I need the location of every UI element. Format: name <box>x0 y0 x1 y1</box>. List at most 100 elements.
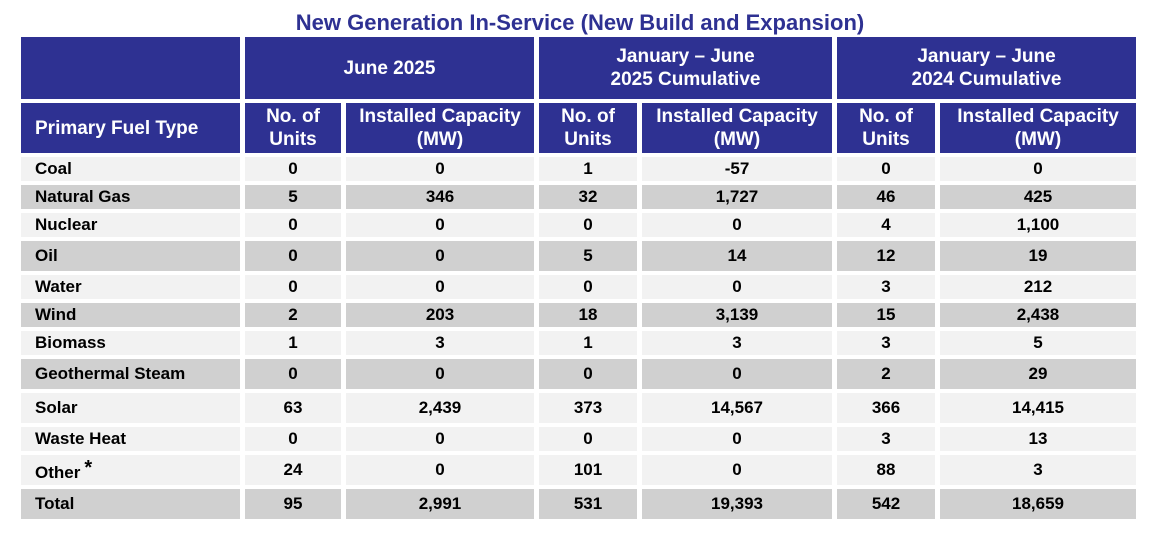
capacity-cell: 19 <box>940 241 1136 271</box>
group-header-jan-jun-2024: January – June 2024 Cumulative <box>837 37 1136 99</box>
capacity-cell: 14,415 <box>940 393 1136 423</box>
units-cell: 88 <box>837 455 935 485</box>
capacity-cell: 1,100 <box>940 213 1136 237</box>
fuel-type-label: Other <box>35 462 81 482</box>
units-header: No. of Units <box>539 103 637 153</box>
units-cell: 1 <box>245 331 341 355</box>
units-cell: 32 <box>539 185 637 209</box>
capacity-cell: 13 <box>940 427 1136 451</box>
fuel-type-label: Waste Heat <box>35 429 127 448</box>
table-title: New Generation In-Service (New Build and… <box>295 10 865 35</box>
units-header: No. of Units <box>837 103 935 153</box>
header-blank-cell <box>21 37 240 99</box>
fuel-type-label: Total <box>35 494 75 513</box>
capacity-cell: 0 <box>346 241 534 271</box>
capacity-cell: 0 <box>346 455 534 485</box>
capacity-cell: -57 <box>642 157 832 181</box>
capacity-cell: 19,393 <box>642 489 832 519</box>
capacity-cell: 0 <box>346 275 534 299</box>
table-row: Biomass 1 3 1 3 3 5 <box>21 331 1136 355</box>
capacity-cell: 425 <box>940 185 1136 209</box>
fuel-type-label: Biomass <box>35 333 106 352</box>
capacity-cell: 5 <box>940 331 1136 355</box>
units-cell: 0 <box>245 157 341 181</box>
capacity-cell: 3 <box>940 455 1136 485</box>
capacity-cell: 3 <box>346 331 534 355</box>
footnote-asterisk: * <box>84 456 93 479</box>
units-cell: 1 <box>539 157 637 181</box>
capacity-cell: 212 <box>940 275 1136 299</box>
capacity-cell: 2,991 <box>346 489 534 519</box>
table-row: Oil 0 0 5 14 12 19 <box>21 241 1136 271</box>
capacity-cell: 0 <box>642 455 832 485</box>
units-cell: 5 <box>539 241 637 271</box>
units-cell: 0 <box>245 359 341 389</box>
units-cell: 366 <box>837 393 935 423</box>
fuel-type-header: Primary Fuel Type <box>21 103 240 153</box>
fuel-type-label: Solar <box>35 398 78 417</box>
capacity-cell: 3,139 <box>642 303 832 327</box>
units-cell: 1 <box>539 331 637 355</box>
units-cell: 2 <box>837 359 935 389</box>
table-row: Waste Heat 0 0 0 0 3 13 <box>21 427 1136 451</box>
units-cell: 0 <box>245 213 341 237</box>
units-cell: 63 <box>245 393 341 423</box>
units-cell: 101 <box>539 455 637 485</box>
table-body: Coal 0 0 1 -57 0 0 Natural Gas 5 346 32 1,727 46 425 N… <box>21 157 1136 519</box>
units-cell: 0 <box>539 213 637 237</box>
capacity-cell: 0 <box>346 427 534 451</box>
table-row: Total 95 2,991 531 19,393 542 18,659 <box>21 489 1136 519</box>
capacity-cell: 29 <box>940 359 1136 389</box>
fuel-type-label: Natural Gas <box>35 187 131 206</box>
capacity-cell: 18,659 <box>940 489 1136 519</box>
capacity-cell: 2,438 <box>940 303 1136 327</box>
units-cell: 373 <box>539 393 637 423</box>
fuel-type-cell: Natural Gas <box>21 185 240 209</box>
units-cell: 15 <box>837 303 935 327</box>
group-header-june-2025: June 2025 <box>245 37 534 99</box>
capacity-cell: 0 <box>940 157 1136 181</box>
table-row: Natural Gas 5 346 32 1,727 46 425 <box>21 185 1136 209</box>
capacity-cell: 3 <box>642 331 832 355</box>
group-header-label: January – June 2024 Cumulative <box>911 46 1062 90</box>
units-cell: 4 <box>837 213 935 237</box>
fuel-type-cell: Oil <box>21 241 240 271</box>
units-cell: 542 <box>837 489 935 519</box>
units-cell: 0 <box>539 427 637 451</box>
table-row: Other * 24 0 101 0 88 3 <box>21 455 1136 485</box>
fuel-type-label: Coal <box>35 159 72 178</box>
capacity-cell: 203 <box>346 303 534 327</box>
units-cell: 531 <box>539 489 637 519</box>
capacity-cell: 0 <box>346 157 534 181</box>
units-header: No. of Units <box>245 103 341 153</box>
fuel-type-cell: Water <box>21 275 240 299</box>
capacity-header: Installed Capacity (MW) <box>642 103 832 153</box>
capacity-cell: 0 <box>346 213 534 237</box>
fuel-type-cell: Biomass <box>21 331 240 355</box>
units-cell: 0 <box>539 275 637 299</box>
table-row: Water 0 0 0 0 3 212 <box>21 275 1136 299</box>
capacity-cell: 0 <box>642 275 832 299</box>
fuel-type-label: Nuclear <box>35 215 98 234</box>
group-header-jan-jun-2025: January – June 2025 Cumulative <box>539 37 832 99</box>
units-cell: 12 <box>837 241 935 271</box>
table-row: Coal 0 0 1 -57 0 0 <box>21 157 1136 181</box>
units-cell: 5 <box>245 185 341 209</box>
fuel-type-label: Wind <box>35 305 77 324</box>
table-row: Solar 63 2,439 373 14,567 366 14,415 <box>21 393 1136 423</box>
units-cell: 3 <box>837 275 935 299</box>
fuel-type-cell: Wind <box>21 303 240 327</box>
units-cell: 95 <box>245 489 341 519</box>
fuel-type-cell: Total <box>21 489 240 519</box>
capacity-header: Installed Capacity (MW) <box>940 103 1136 153</box>
units-cell: 18 <box>539 303 637 327</box>
units-cell: 46 <box>837 185 935 209</box>
capacity-cell: 14,567 <box>642 393 832 423</box>
units-cell: 0 <box>245 427 341 451</box>
capacity-cell: 0 <box>642 359 832 389</box>
fuel-type-cell: Geothermal Steam <box>21 359 240 389</box>
fuel-type-cell: Coal <box>21 157 240 181</box>
table-row: Geothermal Steam 0 0 0 0 2 29 <box>21 359 1136 389</box>
table-row: Wind 2 203 18 3,139 15 2,438 <box>21 303 1136 327</box>
units-cell: 3 <box>837 331 935 355</box>
